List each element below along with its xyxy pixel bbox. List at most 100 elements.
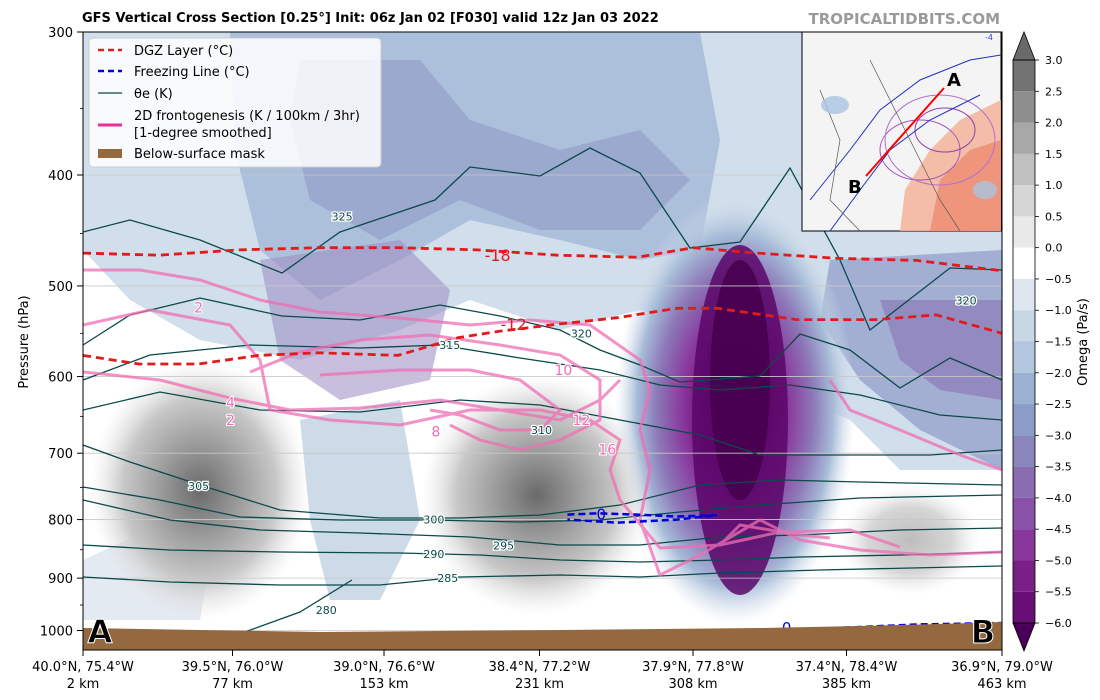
frontogenesis-label: 2 (194, 300, 203, 316)
colorbar-tick-label: −0.5 (1045, 273, 1072, 286)
colorbar-bin (1013, 153, 1035, 186)
colorbar-tick-label: 2.0 (1045, 117, 1063, 130)
inset-label-a: A (947, 70, 961, 91)
x-tick-coord: 39.5°N, 76.0°W (182, 660, 284, 675)
section-end-marker: B (971, 613, 995, 651)
colorbar-label: Omega (Pa/s) (1076, 298, 1091, 386)
y-tick-label: 300 (48, 26, 73, 41)
colorbar-tick-label: −1.0 (1045, 304, 1072, 317)
frontogenesis-labels: 2 4 2 10 12 8 16 (193, 299, 617, 459)
colorbar-bin (1013, 466, 1035, 498)
theta-e-label: 305 (188, 480, 209, 493)
inset-label-b: B (848, 177, 862, 198)
frontogenesis-contours (83, 268, 1002, 578)
colorbar-tick-label: 1.5 (1045, 148, 1063, 161)
frontogenesis-label: 4 (226, 395, 235, 411)
colorbar-tick-label: −3.5 (1045, 461, 1072, 474)
colorbar-tick-label: −4.5 (1045, 523, 1072, 536)
inset-contour-label: -4 (985, 33, 993, 42)
colorbar-tick-label: 0.0 (1045, 242, 1063, 255)
chart-title: GFS Vertical Cross Section [0.25°] Init:… (82, 11, 659, 26)
y-tick-label: 800 (48, 514, 73, 529)
section-start-marker: A (88, 613, 113, 651)
y-tick-label: 500 (48, 280, 73, 295)
dgz-lines: -18 -12 (83, 246, 1002, 366)
x-tick-distance: 2 km (67, 677, 100, 692)
theta-e-label: 320 (956, 295, 977, 308)
freezing-line-label: 0 (597, 506, 607, 524)
colorbar-tick-label: 0.5 (1045, 210, 1063, 223)
legend-mask-swatch (98, 149, 122, 158)
colorbar-tick-label: −2.0 (1045, 367, 1072, 380)
colorbar-bin (1013, 60, 1035, 92)
x-tick-distance: 77 km (212, 677, 253, 692)
x-axis: 40.0°N, 75.4°W 2 km 39.5°N, 76.0°W 77 km 39.… (32, 650, 1053, 692)
x-tick-distance: 463 km (977, 677, 1026, 692)
theta-e-label: 300 (423, 514, 444, 527)
legend-theta-label: θe (K) (134, 87, 173, 102)
frontogenesis-label: 8 (431, 424, 440, 440)
theta-e-contours (83, 147, 1002, 633)
colorbar-tick-label: 3.0 (1045, 54, 1063, 67)
colorbar-bin (1013, 497, 1035, 530)
frontogenesis-label: 12 (572, 413, 590, 429)
colorbar-tick-label: −1.5 (1045, 336, 1072, 349)
colorbar-extend-top (1012, 30, 1036, 61)
theta-e-label: 290 (423, 548, 444, 561)
watermark: TROPICALTIDBITS.COM (808, 10, 1001, 28)
x-tick-coord: 36.9°N, 79.0°W (951, 660, 1053, 675)
theta-e-label: 325 (332, 211, 353, 224)
colorbar-tick-label: −2.5 (1045, 398, 1072, 411)
colorbar-bin (1013, 372, 1035, 405)
y-axis-label: Pressure (hPa) (17, 295, 32, 388)
legend-fronto-label-2: [1-degree smoothed] (134, 126, 272, 141)
x-tick-coord: 38.4°N, 77.2°W (489, 660, 591, 675)
colorbar-bin (1013, 591, 1035, 623)
theta-e-label: 320 (571, 327, 592, 340)
colorbar-bin (1013, 341, 1035, 373)
colorbar-bin (1013, 529, 1035, 561)
colorbar-tick-label: −6.0 (1045, 617, 1072, 630)
legend-fronto-label: 2D frontogenesis (K / 100km / 3hr) (134, 109, 360, 124)
theta-e-label: 310 (531, 424, 552, 437)
colorbar-bin (1013, 247, 1035, 279)
below-surface-mask (83, 622, 1002, 650)
colorbar-tick-label: −4.0 (1045, 492, 1072, 505)
y-tick-label: 600 (48, 371, 73, 386)
freezing-line (567, 512, 718, 524)
colorbar-bin (1013, 278, 1035, 311)
x-tick-distance: 308 km (668, 677, 717, 692)
colorbar-bin (1013, 310, 1035, 342)
y-tick-label: 1000 (40, 625, 73, 640)
colorbar-tick-label: 1.0 (1045, 179, 1063, 192)
x-tick-coord: 37.4°N, 78.4°W (796, 660, 898, 675)
x-tick-coord: 39.0°N, 76.6°W (333, 660, 435, 675)
colorbar-tick-label: −3.0 (1045, 429, 1072, 442)
colorbar-tick-label: −5.5 (1045, 586, 1072, 599)
y-tick-label: 700 (48, 447, 73, 462)
dgz-line-label: -18 (485, 246, 511, 265)
theta-e-label: 285 (437, 572, 458, 585)
x-tick-distance: 385 km (822, 677, 871, 692)
x-tick-coord: 40.0°N, 75.4°W (32, 660, 134, 675)
frontogenesis-label: 10 (555, 363, 573, 379)
colorbar-bin (1013, 404, 1035, 436)
colorbar-extend-bottom (1012, 622, 1036, 653)
colorbar-tick-label: −5.0 (1045, 554, 1072, 567)
y-tick-label: 400 (48, 169, 73, 184)
x-tick-coord: 37.9°N, 77.8°W (642, 660, 744, 675)
dgz-line (83, 246, 1002, 273)
legend-mask-label: Below-surface mask (134, 147, 265, 162)
theta-e-label: 280 (316, 604, 337, 617)
colorbar-bin (1013, 122, 1035, 154)
y-tick-label: 900 (48, 572, 73, 587)
frontogenesis-label: 2 (226, 413, 235, 429)
plot-frame (82, 31, 1003, 651)
inset-map: A B -4 (801, 31, 1002, 232)
legend: DGZ Layer (°C) Freezing Line (°C) θe (K)… (88, 37, 382, 168)
colorbar-bin (1013, 216, 1035, 248)
colorbar-bin (1013, 435, 1035, 467)
colorbar-bin (1013, 560, 1035, 592)
x-tick-distance: 153 km (359, 677, 408, 692)
